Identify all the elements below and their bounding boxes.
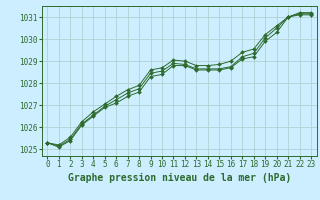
X-axis label: Graphe pression niveau de la mer (hPa): Graphe pression niveau de la mer (hPa) xyxy=(68,173,291,183)
